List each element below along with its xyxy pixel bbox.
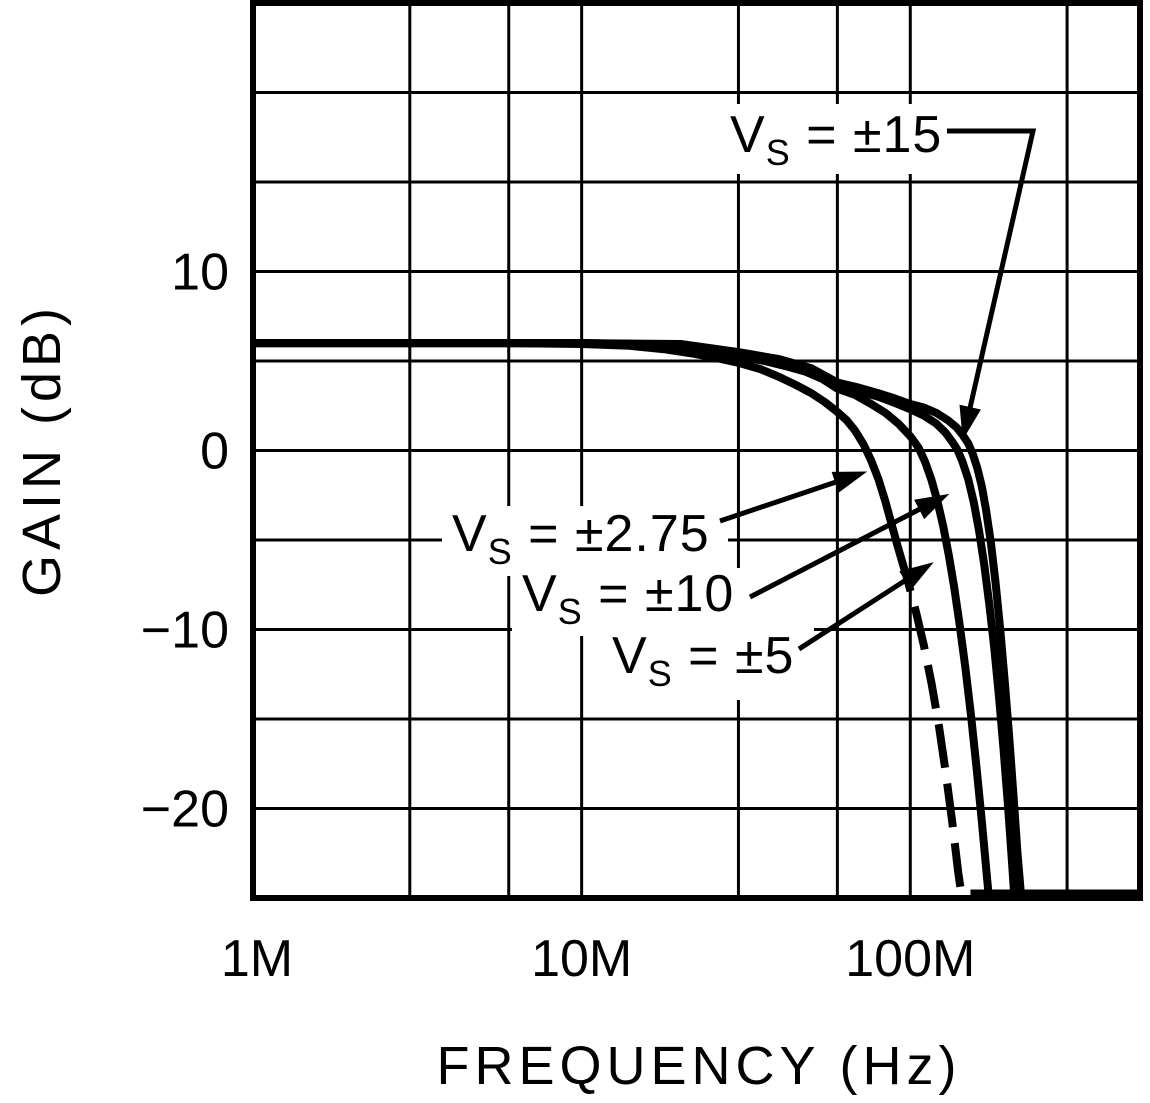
curve-vs2_75-dashed — [894, 547, 1140, 898]
y-tick-label-10: 10 — [171, 244, 229, 302]
x-tick-label-1M: 1M — [221, 930, 293, 988]
curve-vs15 — [253, 339, 1140, 898]
y-tick-label--20: −20 — [141, 781, 229, 839]
y-tick-label-0: 0 — [200, 423, 229, 481]
x-tick-label-100M: 100M — [845, 930, 975, 988]
leader-vs5 — [797, 562, 934, 652]
annotation-mask-vs15 — [722, 104, 950, 174]
annotation-mask-vs5 — [602, 624, 814, 700]
annotation-label-vs10: VS = ±10 — [522, 565, 734, 632]
plot-border — [250, 0, 1143, 901]
x-tick-label-10M: 10M — [531, 930, 632, 988]
y-tick-label--10: −10 — [141, 602, 229, 660]
annotation-label-vs15: VS = ±15 — [730, 106, 942, 173]
annotation-mask-vs2_75 — [442, 506, 728, 576]
x-axis-title: FREQUENCY (Hz) — [436, 1036, 962, 1096]
leader-vs15 — [947, 128, 1037, 441]
annotation-label-vs2_75: VS = ±2.75 — [452, 505, 710, 572]
annotation-label-vs5: VS = ±5 — [612, 627, 794, 694]
leader-vs2_75 — [719, 471, 868, 524]
y-axis-title: GAIN (dB) — [12, 302, 72, 598]
leader-vs10 — [748, 493, 950, 600]
